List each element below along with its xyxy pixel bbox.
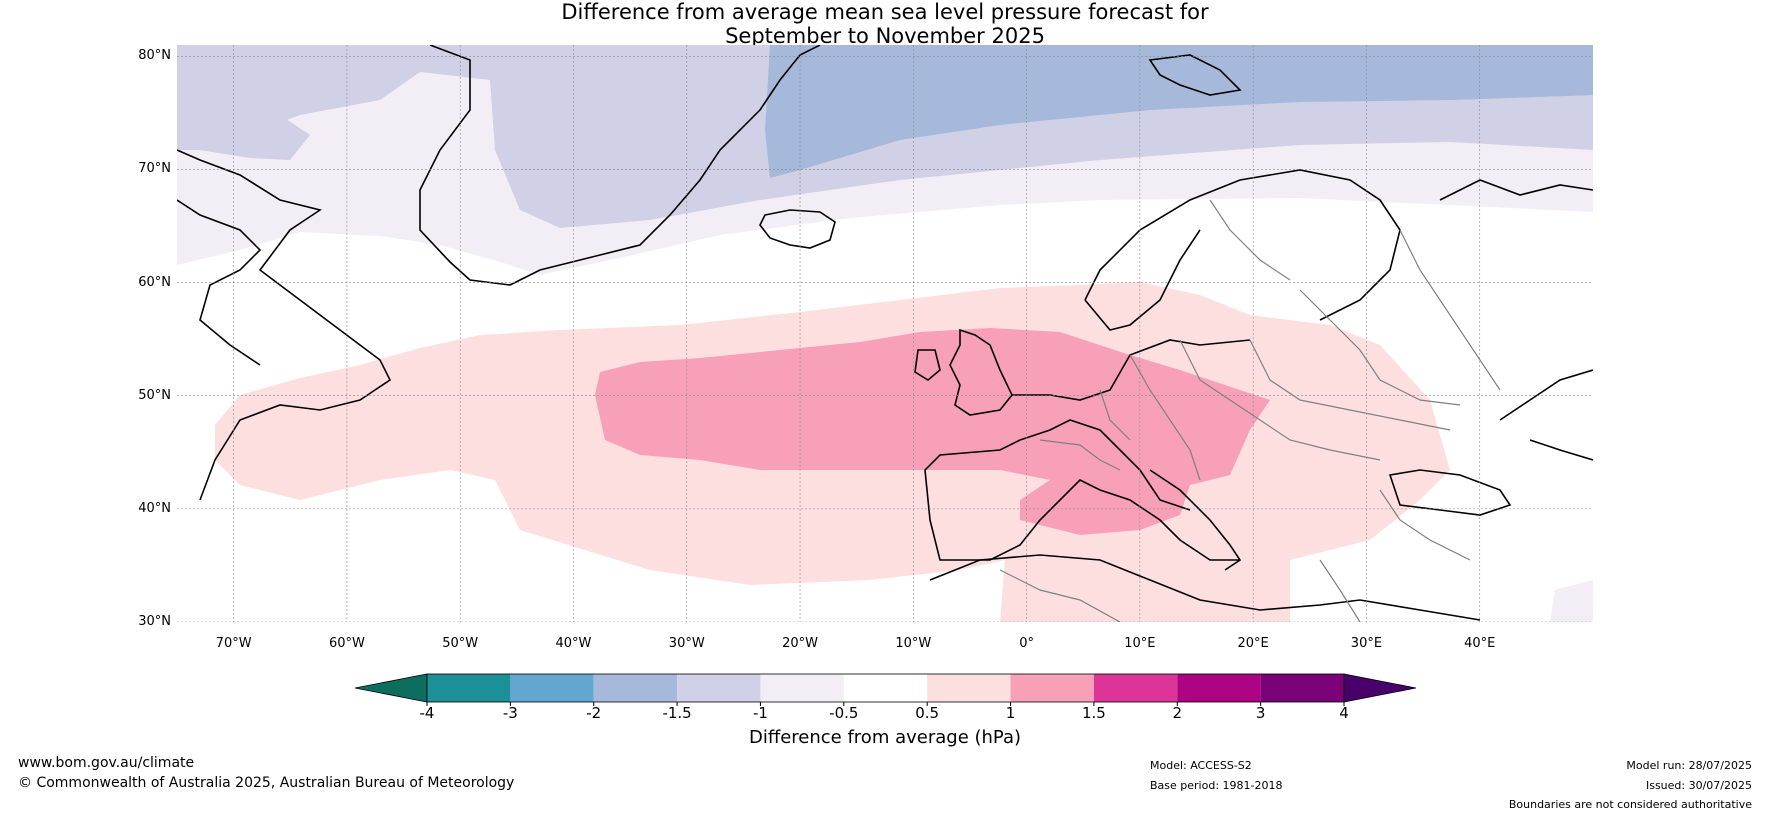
footer-base-period: Base period: 1981-2018 [1150, 779, 1283, 792]
map-title: Difference from average mean sea level p… [0, 0, 1770, 48]
colorbar-tick-label: 3 [1255, 704, 1266, 722]
anomaly-region-minus-0.5-east [1550, 580, 1593, 622]
longitude-label: 0° [1019, 636, 1034, 651]
colorbar-bin [760, 674, 844, 702]
longitude-label: 10°W [895, 636, 932, 651]
colorbar-bin [927, 674, 1011, 702]
footer-issued: Issued: 30/07/2025 [1645, 779, 1752, 792]
colorbar-tick-label: -1 [752, 704, 768, 722]
title-line-1: Difference from average mean sea level p… [561, 0, 1209, 24]
latitude-label: 80°N [138, 48, 171, 64]
country-borders [999, 199, 1501, 622]
longitude-label: 20°W [782, 636, 818, 651]
footer-copyright: © Commonwealth of Australia 2025, Austra… [18, 775, 515, 791]
colorbar-extend-min [354, 673, 428, 703]
colorbar-tick-label: 1 [1005, 704, 1016, 722]
longitude-label: 60°W [328, 636, 365, 651]
footer-disclaimer: Boundaries are not considered authoritat… [1508, 798, 1752, 811]
colorbar-bin [1260, 674, 1344, 702]
colorbar-bin [593, 674, 678, 702]
colorbar-title: Difference from average (hPa) [748, 727, 1022, 748]
footer-model-run: Model run: 28/07/2025 [1626, 759, 1752, 772]
colorbar-tick-label: 1.5 [1081, 704, 1106, 722]
colorbar-tick-label: -2 [586, 704, 602, 722]
longitude-label: 70°W [215, 636, 252, 651]
colorbar-bin [1010, 674, 1094, 702]
colorbar-bin [510, 674, 594, 702]
colorbar-tick-label: 0.5 [915, 704, 940, 722]
colorbar-tick-label: 4 [1339, 704, 1349, 722]
colorbar-tick-label: -1.5 [662, 704, 692, 722]
coastlines [177, 45, 1593, 621]
colorbar-bin [1177, 674, 1261, 702]
colorbar-bin [677, 674, 761, 702]
longitude-label: 40°W [555, 636, 592, 651]
title-line-2: September to November 2025 [725, 24, 1045, 48]
colorbar-bin [843, 674, 928, 702]
colorbar-bin [427, 674, 511, 702]
latitude-label: 70°N [138, 161, 171, 177]
longitude-label: 40°E [1464, 636, 1496, 651]
colorbar-tick-label: -4 [419, 704, 435, 722]
colorbar-tick-label: -3 [502, 704, 518, 722]
colorbar-border [426, 673, 1345, 703]
longitude-label: 50°W [442, 636, 479, 651]
anomaly-region-minus-1.5-north-west [190, 50, 400, 78]
latitude-label: 50°N [138, 387, 171, 403]
colorbar-bin [1093, 674, 1178, 702]
longitude-label: 30°W [668, 636, 705, 651]
latitude-label: 40°N [138, 500, 171, 516]
map-plot-area [177, 45, 1593, 622]
colorbar-extend-max [1343, 673, 1417, 703]
colorbar-tick-label: 2 [1172, 704, 1183, 722]
latitude-label: 30°N [138, 614, 171, 629]
anomaly-region-1-to-1.5 [595, 328, 1270, 535]
longitude-label: 10°E [1124, 636, 1156, 651]
footer-url: www.bom.gov.au/climate [18, 755, 195, 771]
anomaly-region-minus-1.5-west [177, 108, 310, 160]
latitude-label: 60°N [138, 274, 171, 290]
longitude-label: 20°E [1237, 636, 1269, 651]
footer-model: Model: ACCESS-S2 [1150, 759, 1252, 772]
colorbar-tick-label: -0.5 [829, 704, 859, 722]
gridlines [177, 45, 1593, 622]
colorbar [354, 673, 1417, 706]
longitude-label: 30°E [1350, 636, 1383, 651]
